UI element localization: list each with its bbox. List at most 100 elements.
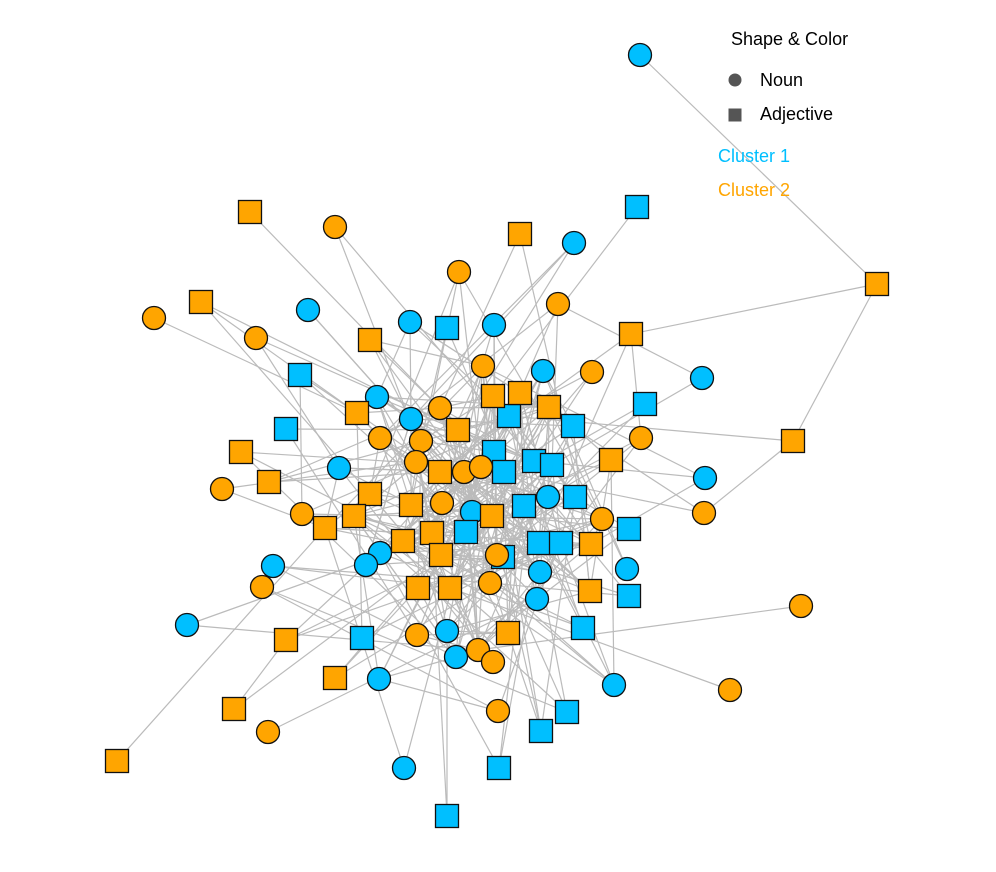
- adjective-node: [434, 803, 460, 829]
- adjective-node: [598, 447, 624, 473]
- adjective-node: [437, 575, 463, 601]
- adjective-node: [445, 417, 471, 443]
- edge: [792, 283, 878, 442]
- adjective-node: [491, 459, 517, 485]
- adjective-node: [287, 362, 313, 388]
- edge: [560, 542, 615, 686]
- adjective-node: [479, 503, 505, 529]
- edge: [639, 54, 878, 285]
- adjective-node: [577, 578, 603, 604]
- edge: [630, 333, 642, 439]
- adjective-node: [526, 530, 552, 556]
- noun-node: [322, 214, 348, 240]
- edge: [376, 396, 412, 506]
- adjective-node: [548, 530, 574, 556]
- noun-node: [717, 677, 743, 703]
- edge: [508, 371, 593, 417]
- adjective-node: [511, 493, 537, 519]
- noun-node: [174, 612, 200, 638]
- noun-node: [788, 593, 814, 619]
- edge: [285, 496, 576, 641]
- noun-node: [524, 586, 550, 612]
- noun-node: [468, 454, 494, 480]
- edge: [334, 587, 419, 679]
- legend-title: Shape & Color: [731, 29, 848, 49]
- adjective-node: [427, 459, 453, 485]
- noun-node: [434, 618, 460, 644]
- adjective-node: [237, 199, 263, 225]
- edge: [299, 374, 303, 515]
- adjective-node: [434, 315, 460, 341]
- noun-node: [209, 476, 235, 502]
- noun-node: [480, 649, 506, 675]
- noun-node: [255, 719, 281, 745]
- adjective-node: [322, 665, 348, 691]
- edge: [489, 582, 630, 597]
- adjective-node: [618, 321, 644, 347]
- adjective-node: [228, 439, 254, 465]
- noun-node: [561, 230, 587, 256]
- noun-node: [627, 42, 653, 68]
- edge: [703, 440, 794, 514]
- noun-node: [446, 259, 472, 285]
- edge: [249, 211, 441, 409]
- adjective-node: [562, 484, 588, 510]
- edge: [471, 371, 593, 513]
- edge: [261, 586, 499, 712]
- adjective-node: [341, 503, 367, 529]
- adjective-node: [616, 583, 642, 609]
- adjective-node: [104, 748, 130, 774]
- adjective-node: [357, 327, 383, 353]
- legend-shape-label: Adjective: [760, 104, 833, 124]
- edge: [409, 321, 412, 420]
- edge: [379, 552, 500, 769]
- adjective-node: [453, 519, 479, 545]
- adjective-node: [570, 615, 596, 641]
- adjective-node: [554, 699, 580, 725]
- adjective-node: [536, 394, 562, 420]
- edge: [267, 598, 538, 733]
- edge: [153, 317, 358, 414]
- adjective-node: [419, 520, 445, 546]
- noun-node: [243, 325, 269, 351]
- adjective-node: [221, 696, 247, 722]
- edge: [439, 333, 632, 473]
- edge: [365, 418, 412, 566]
- adjective-node: [578, 531, 604, 557]
- edge: [630, 283, 878, 335]
- adjective-node: [486, 755, 512, 781]
- noun-node: [484, 542, 510, 568]
- adjective-node: [560, 413, 586, 439]
- nodes: [104, 42, 890, 829]
- noun-node: [141, 305, 167, 331]
- noun-node: [429, 490, 455, 516]
- noun-node: [398, 406, 424, 432]
- edge: [379, 437, 473, 513]
- adjective-node: [349, 625, 375, 651]
- adjective-node: [780, 428, 806, 454]
- edge: [477, 605, 802, 651]
- edge: [221, 461, 417, 490]
- noun-node: [470, 353, 496, 379]
- noun-node: [477, 570, 503, 596]
- adjective-node: [256, 469, 282, 495]
- edge: [441, 502, 509, 634]
- noun-node: [260, 553, 286, 579]
- legend-cluster-label: Cluster 1: [718, 146, 790, 166]
- noun-node: [403, 449, 429, 475]
- adjective-node: [507, 221, 533, 247]
- adjective-node: [398, 492, 424, 518]
- edge: [416, 632, 509, 636]
- edge: [285, 428, 418, 636]
- noun-node: [353, 552, 379, 578]
- noun-node: [443, 644, 469, 670]
- legend-shape-label: Noun: [760, 70, 803, 90]
- edge: [261, 586, 568, 713]
- legend-cluster-label: Cluster 2: [718, 180, 790, 200]
- noun-node: [545, 291, 571, 317]
- noun-node: [249, 574, 275, 600]
- edge: [538, 333, 632, 544]
- noun-node: [692, 465, 718, 491]
- edge: [116, 527, 326, 762]
